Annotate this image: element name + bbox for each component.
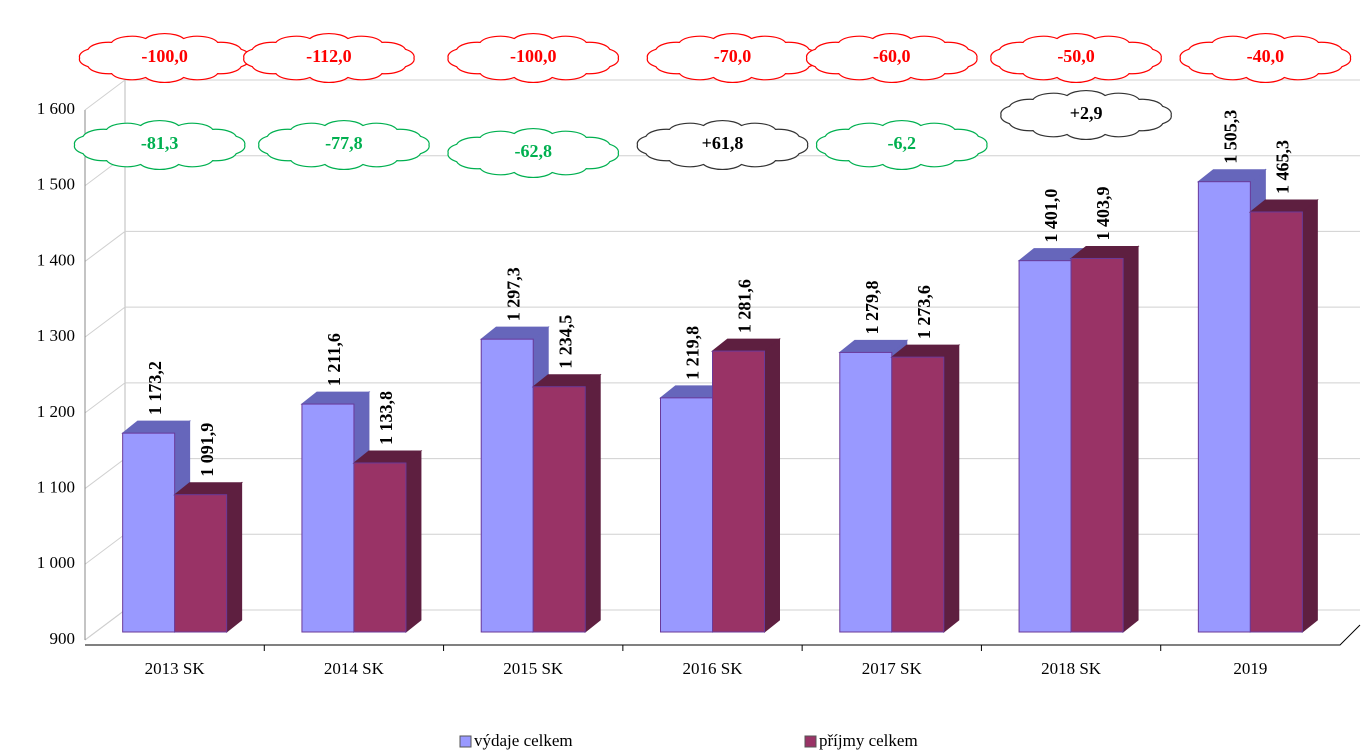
cloud-label: -62,8 [514, 141, 552, 161]
cloud-label: -100,0 [141, 46, 188, 66]
cloud [636, 119, 809, 171]
cloud-label: +2,9 [1070, 103, 1103, 123]
cloud [1179, 32, 1352, 84]
cloud [243, 32, 415, 84]
cloud-label: -77,8 [325, 133, 363, 153]
cloud [73, 119, 246, 171]
cloud-label: -70,0 [714, 46, 752, 66]
cloud [258, 119, 430, 171]
y-tick-label: 1 000 [37, 553, 75, 572]
value-label: 1 211,6 [324, 333, 344, 386]
x-axis [85, 624, 1361, 646]
y-tick-label: 900 [50, 629, 76, 648]
bar-side [226, 481, 243, 634]
value-label: 1 173,2 [145, 361, 165, 415]
cloud [78, 32, 251, 84]
x-tick-label: 2013 SK [145, 659, 206, 678]
legend-swatch [804, 735, 817, 748]
cloud-label: -60,0 [873, 46, 911, 66]
bar [712, 350, 765, 633]
cloud [447, 32, 620, 84]
y-tick-label: 1 600 [37, 99, 75, 118]
cloud-label: -81,3 [141, 133, 179, 153]
bar [122, 432, 176, 633]
bar [532, 386, 586, 633]
x-tick-label: 2014 SK [324, 659, 385, 678]
value-label: 1 133,8 [376, 391, 396, 445]
value-label: 1 403,9 [1093, 186, 1113, 240]
cloud [1000, 89, 1172, 141]
bar-side [1301, 198, 1318, 634]
bar [174, 494, 228, 633]
bar [1249, 211, 1303, 633]
y-tick-label: 1 500 [37, 175, 75, 194]
x-tick-label: 2015 SK [503, 659, 564, 678]
value-label: 1 219,8 [683, 326, 703, 380]
cloud [646, 32, 819, 84]
bar [891, 356, 945, 633]
x-tick-label: 2017 SK [862, 659, 923, 678]
value-label: 1 505,3 [1220, 110, 1240, 164]
cloud-label: -50,0 [1057, 46, 1095, 66]
cloud-label: -40,0 [1247, 46, 1285, 66]
legend-swatch [459, 735, 472, 748]
bar-side [943, 344, 960, 634]
grid-line [84, 306, 1360, 338]
cloud [990, 32, 1162, 84]
bar [1197, 181, 1251, 633]
bar [839, 351, 893, 633]
bar-side [1122, 245, 1139, 634]
value-label: 1 401,0 [1041, 189, 1061, 243]
cloud [815, 119, 988, 171]
x-tick-label: 2018 SK [1041, 659, 1102, 678]
value-label: 1 234,5 [555, 315, 575, 369]
value-label: 1 091,9 [197, 423, 217, 477]
bar-side [764, 338, 780, 634]
x-tick-label: 2019 [1233, 659, 1267, 678]
bar [660, 397, 713, 633]
bar-side [584, 373, 601, 634]
cloud [805, 32, 978, 84]
y-tick-label: 1 100 [37, 477, 75, 496]
grid-line [84, 230, 1360, 262]
bar [1018, 260, 1072, 633]
legend-label: výdaje celkem [474, 731, 573, 750]
cloud-label: -112,0 [306, 46, 352, 66]
cloud-label: -6,2 [888, 133, 917, 153]
value-label: 1 273,6 [914, 285, 934, 339]
bar [301, 403, 355, 633]
bar [353, 462, 407, 633]
value-label: 1 279,8 [862, 280, 882, 334]
cloud [447, 127, 620, 179]
value-label: 1 297,3 [503, 267, 523, 321]
y-tick-label: 1 300 [37, 326, 75, 345]
value-label: 1 465,3 [1272, 140, 1292, 194]
bar [1070, 257, 1124, 633]
bar [480, 338, 534, 633]
grid-line [84, 79, 1360, 111]
x-tick-label: 2016 SK [683, 659, 744, 678]
cloud-label: -100,0 [510, 46, 557, 66]
legend-label: příjmy celkem [819, 731, 918, 750]
value-label: 1 281,6 [735, 279, 755, 333]
bar-side [405, 449, 422, 634]
cloud-label: +61,8 [702, 133, 744, 153]
y-tick-label: 1 200 [37, 402, 75, 421]
y-tick-label: 1 400 [37, 250, 75, 269]
